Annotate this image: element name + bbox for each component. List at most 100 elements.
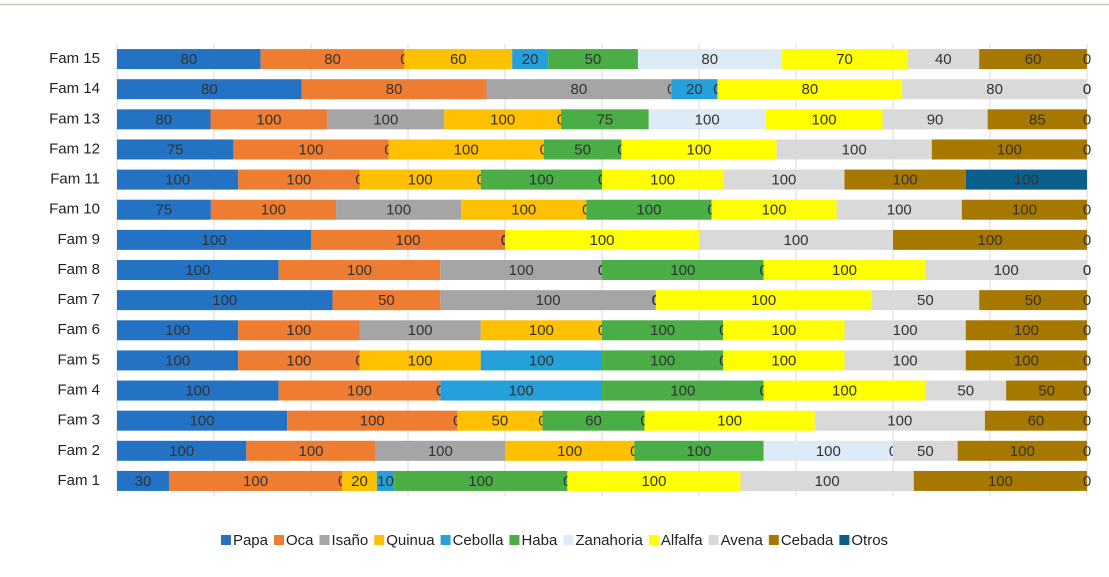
legend-swatch: [563, 535, 574, 545]
data-label: 100: [395, 232, 420, 249]
bar-segment: [644, 410, 815, 431]
data-label: 100: [717, 413, 742, 430]
y-tick-label: Fam 8: [57, 261, 100, 278]
bar-segment: [965, 320, 1087, 341]
bar-segment: [814, 410, 985, 431]
legend-item: Isaño: [319, 532, 368, 549]
data-label: 100: [771, 352, 796, 369]
bar-segment: [260, 49, 405, 70]
legend-item: Zanahoria: [563, 532, 644, 549]
data-label: 60: [450, 51, 467, 68]
data-label: 10: [377, 473, 394, 490]
legend-label: Cebolla: [453, 532, 505, 549]
data-label: 100: [185, 262, 210, 279]
data-label: 0: [1083, 413, 1091, 430]
data-label: 0: [1083, 202, 1091, 219]
data-label: 50: [492, 413, 509, 430]
data-label: 100: [509, 262, 534, 279]
data-label: 70: [836, 51, 853, 68]
data-label: 100: [185, 383, 210, 400]
data-label: 100: [536, 292, 561, 309]
data-label: 80: [802, 81, 819, 98]
bar-segment: [117, 199, 211, 220]
bar-segment: [359, 320, 481, 341]
data-label: 100: [386, 202, 411, 219]
bar-segment: [893, 440, 958, 461]
data-label: 80: [155, 111, 172, 128]
y-tick-label: Fam 11: [50, 171, 100, 188]
bar-segment: [287, 410, 458, 431]
data-label: 100: [165, 352, 190, 369]
data-label: 20: [522, 51, 539, 68]
bar-segment: [561, 109, 649, 130]
bar-segment: [440, 260, 602, 280]
legend-label: Quinua: [386, 532, 435, 549]
data-label: 100: [815, 473, 840, 490]
data-label: 100: [670, 262, 695, 279]
data-label: 50: [917, 292, 934, 309]
data-label: 0: [1083, 473, 1091, 490]
data-label: 100: [557, 443, 582, 460]
data-label: 80: [571, 81, 588, 98]
bar-segment: [882, 109, 988, 130]
data-label: 100: [893, 352, 918, 369]
data-label: 75: [156, 202, 173, 219]
data-label: 90: [927, 111, 944, 128]
data-label: 0: [1083, 141, 1091, 158]
legend-swatch: [839, 535, 850, 545]
data-label: 100: [771, 322, 796, 339]
data-label: 100: [771, 172, 796, 189]
data-label: 100: [529, 172, 554, 189]
data-label: 100: [887, 202, 912, 219]
data-label: 30: [135, 473, 152, 490]
bar-segment: [311, 229, 505, 250]
data-label: 100: [1014, 322, 1039, 339]
data-label: 100: [641, 473, 666, 490]
bar-segment: [117, 260, 279, 280]
data-label: 100: [650, 322, 675, 339]
y-tick-label: Fam 14: [49, 80, 100, 97]
bar-segment: [907, 49, 980, 70]
bar-segment: [512, 49, 549, 70]
bar-segment: [740, 470, 914, 491]
bar-segment: [486, 79, 672, 100]
legend-label: Otros: [851, 532, 888, 549]
data-label: 60: [1028, 413, 1045, 430]
bar-segment: [543, 139, 622, 160]
bar-segment: [342, 470, 377, 491]
y-tick-label: Fam 2: [57, 442, 100, 459]
data-label: 100: [261, 202, 286, 219]
data-label: 80: [986, 81, 1003, 98]
data-label: 100: [490, 111, 515, 128]
data-label: 100: [201, 232, 226, 249]
legend-swatch: [509, 535, 520, 545]
legend-item: Cebada: [768, 532, 834, 549]
data-label: 0: [1083, 81, 1091, 98]
bar-segment: [117, 49, 261, 70]
bar-segment: [359, 169, 481, 190]
data-label: 100: [286, 172, 311, 189]
bar-segment: [238, 320, 360, 341]
bar-segment: [602, 320, 724, 341]
bar-segment: [117, 79, 302, 100]
data-label: 100: [347, 383, 372, 400]
data-label: 100: [997, 141, 1022, 158]
bar-segment: [332, 290, 441, 311]
bar-segment: [711, 199, 837, 220]
data-label: 75: [597, 111, 614, 128]
bar-segment: [548, 49, 638, 70]
bar-segment: [376, 470, 395, 491]
data-label: 100: [298, 141, 323, 158]
bar-segment: [637, 49, 782, 70]
bar-segment: [648, 109, 766, 130]
data-label: 60: [1025, 51, 1042, 68]
bar-segment: [327, 109, 445, 130]
bar-segment: [1006, 380, 1087, 401]
bar-segment: [763, 380, 926, 401]
legend-item: Haba: [509, 532, 558, 549]
data-label: 100: [650, 172, 675, 189]
data-label: 80: [324, 51, 341, 68]
bar-segment: [117, 440, 247, 461]
data-label: 100: [169, 443, 194, 460]
